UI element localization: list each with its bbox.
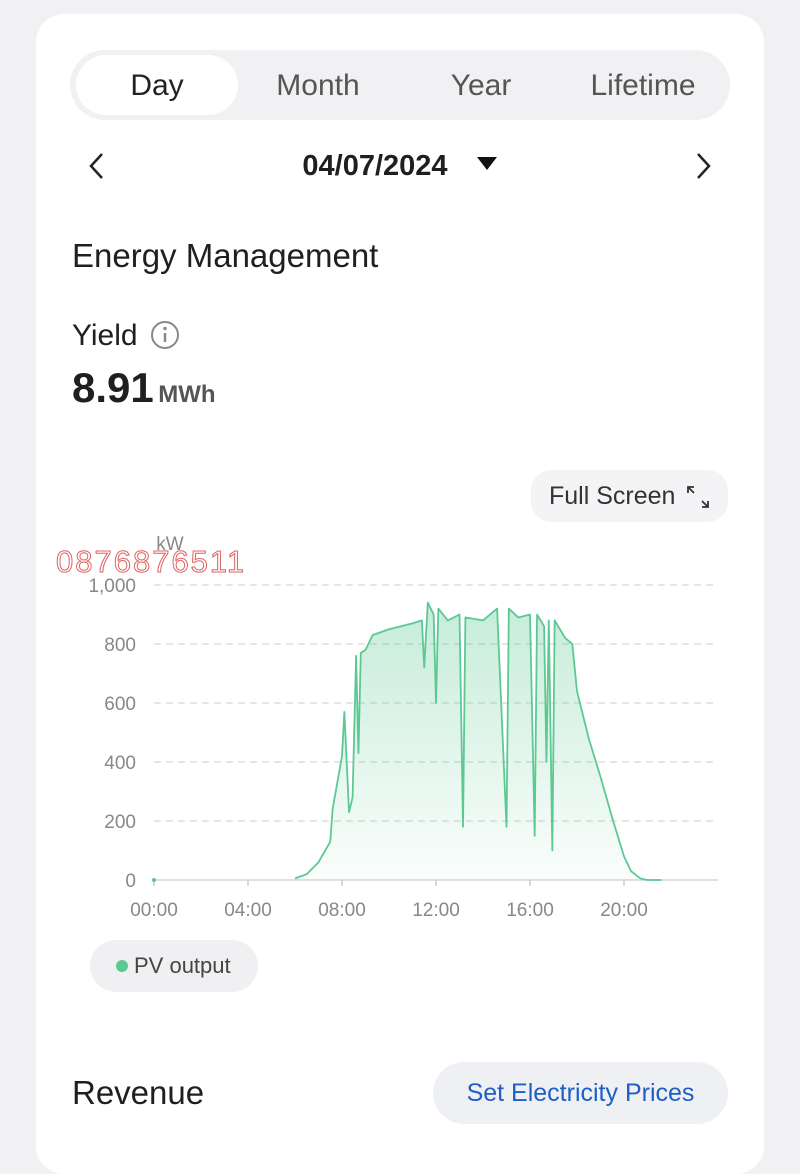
active-tab-pill	[76, 55, 238, 115]
yield-value: 8.91	[72, 364, 154, 411]
legend[interactable]: PV output	[90, 940, 258, 992]
x-tick-label: 16:00	[506, 900, 554, 921]
revenue-title: Revenue	[72, 1074, 205, 1111]
next-arrow[interactable]	[690, 150, 718, 182]
x-tick-label: 20:00	[600, 900, 648, 921]
tab[interactable]: Month	[276, 69, 360, 102]
expand-icon	[687, 486, 709, 508]
date-label[interactable]: 04/07/2024	[302, 150, 448, 182]
area	[295, 602, 662, 880]
info-dot	[163, 326, 167, 331]
info-circle	[151, 321, 179, 349]
full-screen-button[interactable]: Full Screen	[531, 470, 728, 522]
tab[interactable]: Year	[450, 69, 512, 102]
icon-stroke	[701, 500, 709, 508]
y-tick-label: 600	[104, 694, 136, 715]
yield: 8.91 MWh	[72, 364, 216, 422]
legend-dot	[116, 960, 128, 972]
chart: kW 0 200 400 600 800 1,000 00:00 04:00 08:00 12:0…	[56, 534, 718, 921]
y-axis-label: kW	[156, 534, 184, 555]
chevron	[697, 153, 711, 179]
yield-label: Yield	[72, 319, 138, 352]
x-tick-label: 04:00	[224, 900, 272, 921]
button-label: Full Screen	[549, 482, 676, 510]
x-tick-label: 12:00	[412, 900, 460, 921]
section-title: Energy Management	[72, 237, 379, 274]
tab[interactable]: Day	[130, 69, 184, 102]
triangle	[477, 157, 497, 170]
page: Day Month Year Lifetime 04/07/2024 Energ…	[36, 14, 764, 1174]
info-icon[interactable]	[150, 320, 182, 352]
y-tick-label: 400	[104, 753, 136, 774]
y-tick-label: 800	[104, 635, 136, 656]
y-tick-label: 0	[125, 871, 136, 892]
tab[interactable]: Lifetime	[590, 69, 696, 102]
chevron	[89, 153, 103, 179]
prev-arrow[interactable]	[84, 150, 112, 182]
data-point	[152, 878, 156, 882]
watermark: 0876876511	[56, 544, 246, 579]
y-tick-label: 1,000	[88, 576, 136, 597]
icon-stroke	[687, 486, 695, 494]
yield-unit: MWh	[158, 381, 216, 408]
dropdown-icon[interactable]	[476, 156, 500, 172]
set-prices-button[interactable]: Set Electricity Prices	[433, 1062, 728, 1124]
line	[294, 601, 662, 881]
x-tick-label: 08:00	[318, 900, 366, 921]
legend-label: PV output	[134, 953, 231, 978]
y-tick-label: 200	[104, 812, 136, 833]
x-tick-label: 00:00	[130, 900, 178, 921]
